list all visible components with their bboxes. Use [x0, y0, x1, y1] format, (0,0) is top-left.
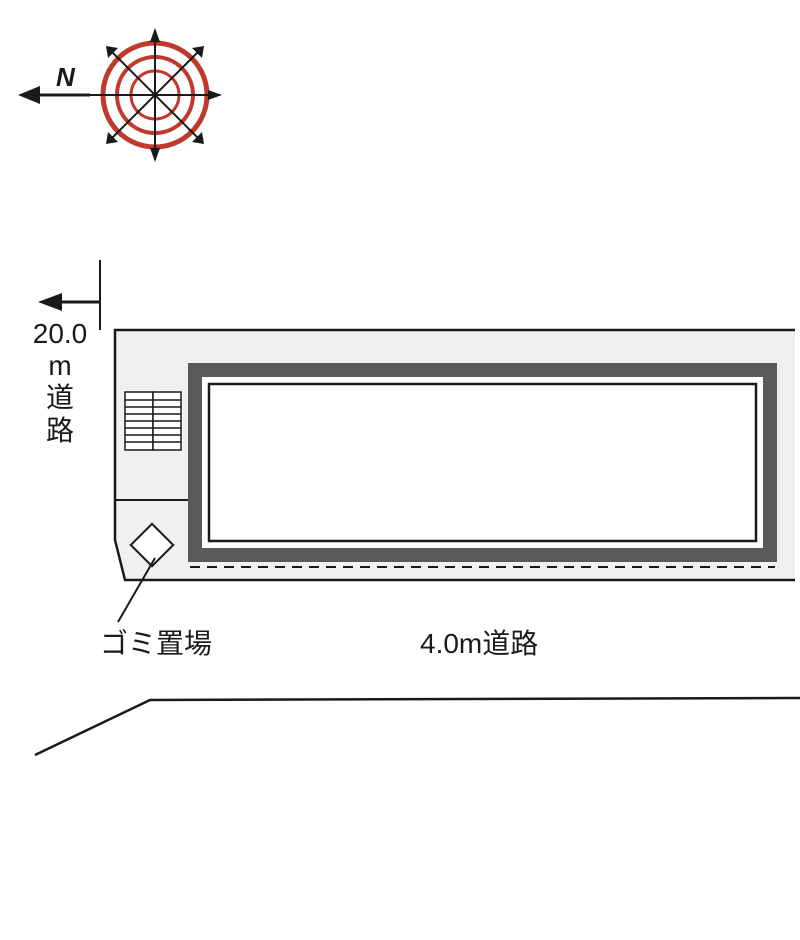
- site-plan-canvas: N 20.0 m 道 路 ゴミ置場 4.0m道路: [0, 0, 800, 940]
- left-road-text-1: 20.0: [28, 318, 92, 350]
- mailboxes: [125, 392, 181, 450]
- road-arrow-left: [38, 293, 100, 311]
- garbage-label: ゴミ置場: [100, 622, 212, 662]
- site-plan-svg: [0, 0, 800, 940]
- left-road-text-2: m: [28, 350, 92, 382]
- building-inner: [209, 384, 756, 541]
- bottom-road-label: 4.0m道路: [420, 622, 538, 662]
- left-road-text-3: 道: [28, 382, 92, 414]
- lower-boundary: [35, 698, 800, 755]
- compass-group: [18, 28, 222, 162]
- left-road-text-4: 路: [28, 415, 92, 447]
- compass-n-label: N: [56, 62, 75, 93]
- left-road-label: 20.0 m 道 路: [28, 318, 92, 447]
